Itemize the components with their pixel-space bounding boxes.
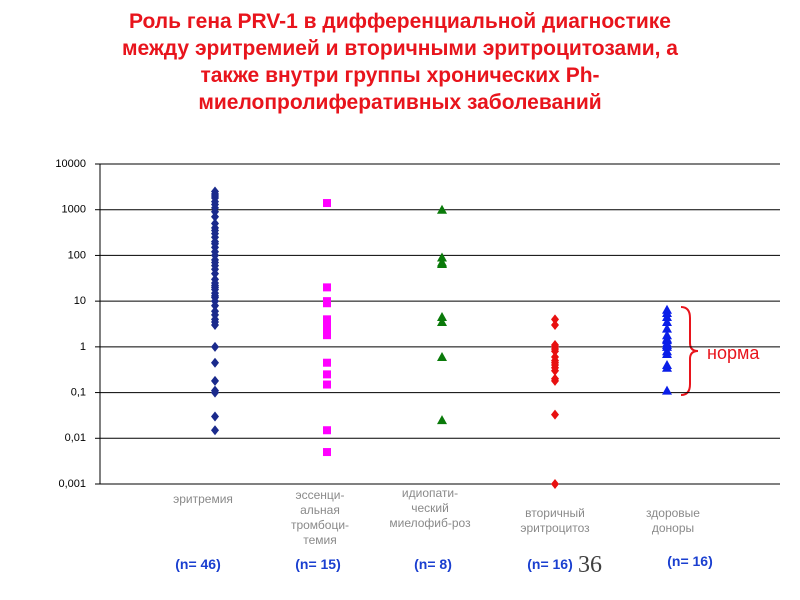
point bbox=[662, 385, 672, 395]
y-tick-label: 1 bbox=[80, 341, 86, 353]
group-size: (n= 15) bbox=[295, 556, 341, 572]
x-tick-label: эссенци- альная тромбоци- темия bbox=[290, 488, 350, 547]
chart-title: Роль гена PRV-1 в дифференциальной диагн… bbox=[0, 8, 800, 116]
point bbox=[662, 362, 672, 372]
y-tick-label: 10 bbox=[74, 295, 86, 307]
page-number: 36 bbox=[578, 552, 602, 578]
point bbox=[662, 316, 672, 326]
point bbox=[323, 370, 331, 379]
point bbox=[551, 375, 559, 386]
y-tick-label: 0,1 bbox=[71, 386, 86, 398]
point bbox=[323, 299, 331, 308]
point bbox=[211, 300, 219, 311]
point bbox=[551, 346, 559, 357]
x-tick-label: эритремия bbox=[173, 492, 233, 506]
x-tick-label: здоровые доноры bbox=[646, 506, 700, 535]
point bbox=[662, 323, 672, 333]
point bbox=[323, 283, 331, 292]
point bbox=[662, 311, 672, 321]
point bbox=[211, 341, 219, 352]
point bbox=[437, 351, 447, 361]
group-size: (n= 46) bbox=[175, 556, 221, 572]
title-line: между эритремией и вторичными эритроцито… bbox=[122, 37, 678, 60]
point bbox=[211, 387, 219, 398]
point bbox=[437, 415, 447, 425]
point bbox=[211, 375, 219, 386]
point bbox=[551, 479, 559, 489]
point bbox=[211, 357, 219, 368]
point bbox=[551, 320, 559, 331]
point bbox=[211, 425, 219, 436]
y-tick-label: 0,01 bbox=[65, 432, 86, 444]
point bbox=[211, 411, 219, 422]
y-tick-label: 10000 bbox=[55, 158, 86, 170]
y-tick-label: 100 bbox=[68, 249, 86, 261]
point bbox=[437, 204, 447, 214]
title-line: миелопролиферативных заболеваний bbox=[198, 91, 602, 114]
point bbox=[211, 320, 219, 331]
point bbox=[323, 324, 331, 333]
point bbox=[323, 199, 331, 208]
title-line: Роль гена PRV-1 в дифференциальной диагн… bbox=[129, 10, 671, 33]
point bbox=[211, 268, 219, 279]
point bbox=[323, 331, 331, 340]
point bbox=[437, 258, 447, 268]
group-size: (n= 16) bbox=[527, 556, 573, 572]
annotation: норма bbox=[707, 343, 760, 363]
point bbox=[323, 426, 331, 435]
norm-brace bbox=[680, 306, 699, 396]
point bbox=[323, 448, 331, 457]
point bbox=[323, 358, 331, 367]
point bbox=[551, 314, 559, 325]
x-tick-label: идиопати- ческий миелофиб-роз bbox=[389, 486, 471, 530]
title-line: также внутри группы хронических Ph- bbox=[200, 64, 600, 87]
point bbox=[211, 211, 219, 222]
x-tick-label: вторичный эритроцитоз bbox=[520, 506, 590, 535]
point bbox=[437, 316, 447, 326]
point bbox=[551, 409, 559, 420]
y-tick-label: 1000 bbox=[62, 204, 86, 216]
point bbox=[323, 380, 331, 389]
y-tick-label: 0,001 bbox=[58, 478, 86, 490]
group-size: (n= 8) bbox=[414, 556, 452, 572]
point bbox=[437, 252, 447, 262]
point bbox=[551, 365, 559, 376]
group-size: (n= 16) bbox=[667, 553, 713, 569]
point bbox=[437, 311, 447, 321]
point bbox=[662, 348, 672, 358]
